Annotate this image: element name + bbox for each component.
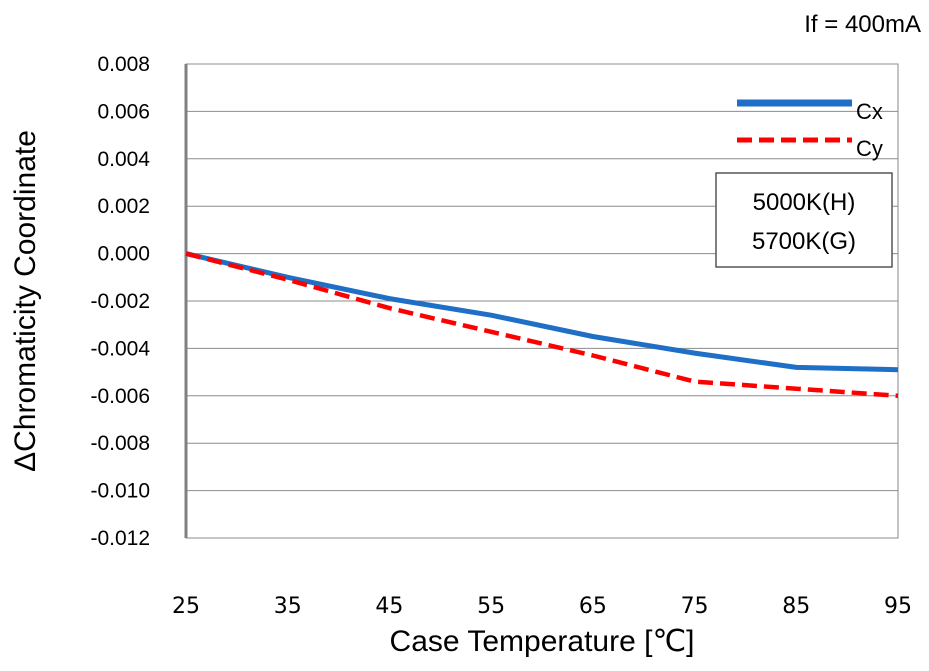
x-tick-label: 95 (884, 594, 912, 619)
grid-lines (186, 63, 898, 539)
y-tick-label: -0.006 (90, 385, 150, 408)
series-line-cy (185, 251, 899, 399)
cct-box-line-2: 5700K(G) (752, 228, 856, 255)
x-tick-label: 85 (782, 594, 810, 619)
x-tick-label: 45 (375, 594, 403, 619)
x-tick-label: 25 (172, 594, 200, 619)
y-tick-label: 0.008 (97, 53, 150, 76)
y-tick-labels: 0.008 0.006 0.004 0.002 0.000 -0.002 -0.004 -0.… (90, 53, 150, 550)
x-tick-label: 65 (579, 594, 607, 619)
y-tick-label: -0.002 (90, 290, 150, 313)
y-tick-label: 0.004 (97, 148, 150, 171)
cct-box-line-1: 5000K(H) (753, 189, 856, 216)
x-tick-label: 35 (274, 594, 302, 619)
y-tick-label: 0.006 (97, 100, 150, 123)
x-axis-title: Case Temperature [℃] (390, 625, 695, 658)
x-tick-label: 75 (681, 594, 709, 619)
y-tick-label: -0.010 (90, 480, 150, 503)
x-tick-label: 55 (477, 594, 505, 619)
y-tick-label: 0.000 (97, 243, 150, 266)
current-annotation: If = 400mA (804, 11, 921, 38)
y-tick-label: -0.012 (90, 527, 150, 550)
series-line-cx (185, 251, 899, 373)
y-tick-label: 0.002 (97, 195, 150, 218)
series-lines (185, 251, 899, 399)
legend-label-cy: Cy (856, 136, 883, 161)
y-tick-label: -0.008 (90, 432, 150, 455)
y-tick-label: -0.004 (90, 337, 150, 360)
y-axis-title: ΔChromaticity Coordinate (9, 130, 42, 472)
legend-label-cx: Cx (856, 99, 883, 124)
cct-text-box: 5000K(H) 5700K(G) (715, 172, 893, 268)
x-tick-labels: 25 35 45 55 65 75 85 95 (172, 594, 912, 619)
legend: Cx Cy (737, 99, 883, 161)
cct-box-frame (715, 172, 893, 268)
